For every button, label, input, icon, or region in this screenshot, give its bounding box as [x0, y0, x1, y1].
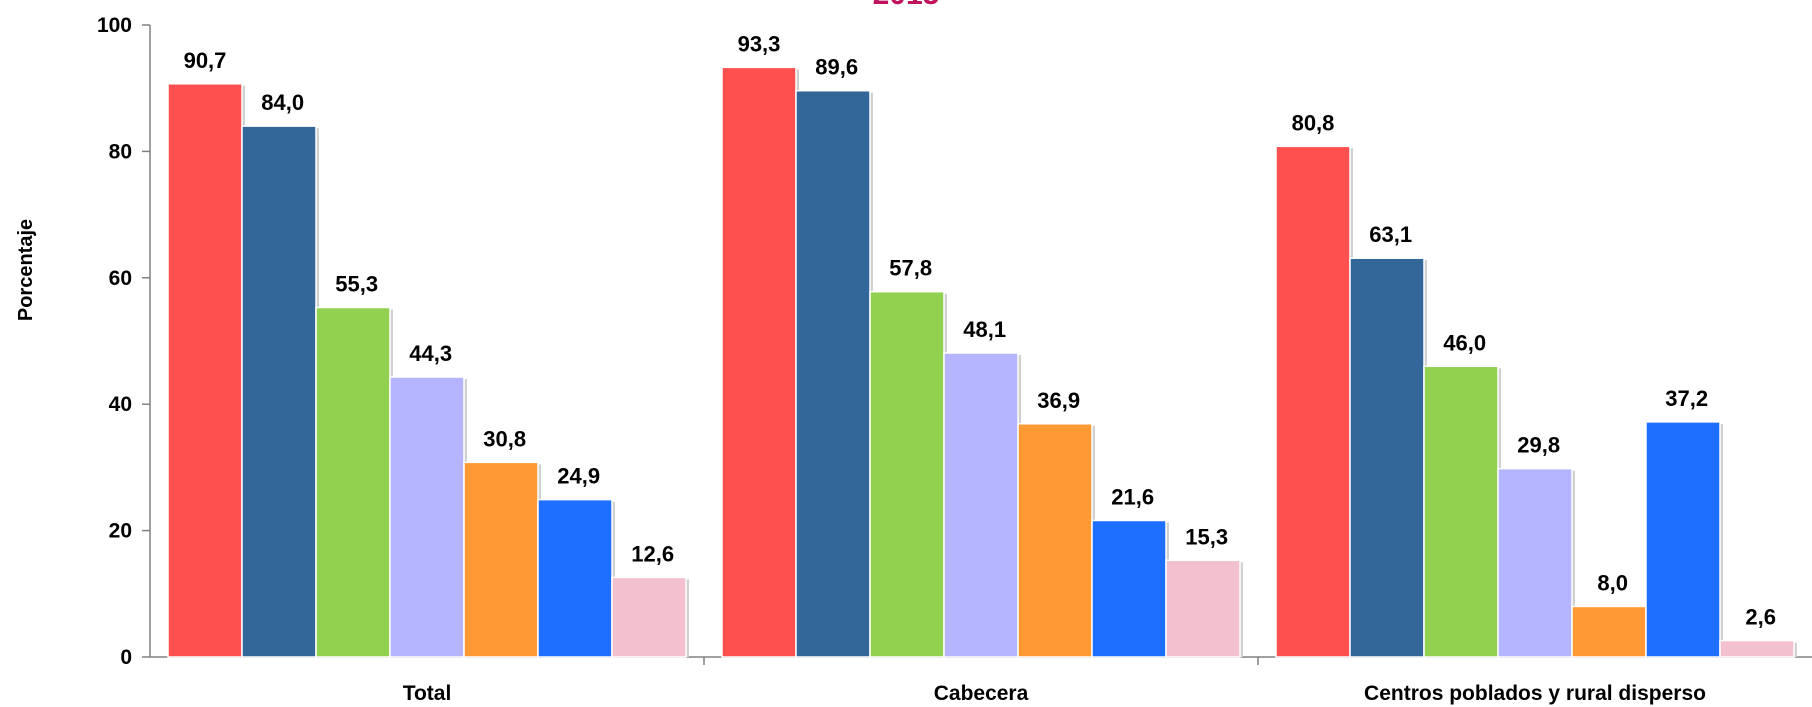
bar-value-label: 93,3 — [738, 31, 781, 56]
bar-value-label: 84,0 — [261, 90, 304, 115]
bar-value-label: 8,0 — [1597, 570, 1628, 595]
bar — [795, 89, 871, 658]
bar — [315, 306, 391, 658]
bar-value-label: 63,1 — [1369, 222, 1412, 247]
bar-value-label: 29,8 — [1517, 433, 1560, 458]
bar — [943, 352, 1019, 658]
bar-value-label: 37,2 — [1665, 386, 1708, 411]
y-tick-label: 60 — [109, 267, 132, 290]
bar-value-label: 36,9 — [1037, 388, 1080, 413]
bar-value-label: 57,8 — [889, 256, 932, 281]
bar — [1165, 559, 1241, 658]
bar — [537, 498, 613, 658]
bar — [167, 83, 243, 658]
bar — [1497, 467, 1573, 658]
data-labels: 90,7 84,0 55,3 44,3 30,8 24,9 12,6 93,3 89,6 57,8… — [184, 31, 1776, 629]
x-axis: Total Cabecera Centros poblados y rural di… — [150, 656, 1812, 705]
x-category-label: Total — [403, 682, 452, 705]
chart-title: 2015 — [0, 0, 1812, 12]
y-tick-label: 40 — [109, 393, 132, 416]
bar — [241, 125, 317, 658]
bar — [1423, 365, 1499, 658]
bar — [1091, 519, 1167, 658]
x-category-label: Cabecera — [934, 682, 1029, 705]
x-category-label: Centros poblados y rural disperso — [1364, 682, 1706, 705]
y-tick-label: 100 — [97, 14, 132, 37]
bar — [463, 461, 539, 658]
bar-value-label: 24,9 — [557, 464, 600, 489]
bar-value-label: 46,0 — [1443, 330, 1486, 355]
bars — [167, 66, 1797, 658]
bar-value-label: 12,6 — [631, 541, 674, 566]
bar-value-label: 15,3 — [1185, 524, 1228, 549]
bar-value-label: 30,8 — [483, 426, 526, 451]
y-axis-label: Porcentaje — [15, 219, 37, 321]
bar-value-label: 90,7 — [184, 48, 227, 73]
y-tick-label: 80 — [109, 140, 132, 163]
bar — [1349, 257, 1425, 658]
bar-value-label: 48,1 — [963, 317, 1006, 342]
bar-value-label: 89,6 — [815, 55, 858, 80]
bar-value-label: 2,6 — [1745, 605, 1776, 630]
y-axis: 0 20 40 60 80 100 — [97, 14, 151, 669]
bar — [1571, 605, 1647, 658]
bar — [1017, 423, 1093, 658]
bar-value-label: 55,3 — [335, 272, 378, 297]
bar — [1719, 639, 1795, 658]
bar-value-label: 44,3 — [409, 341, 452, 366]
bar-value-label: 80,8 — [1292, 110, 1335, 135]
bar — [389, 376, 465, 658]
bar-value-label: 21,6 — [1111, 484, 1154, 509]
bar — [611, 576, 687, 658]
bar — [1275, 145, 1351, 658]
bar — [721, 66, 797, 658]
bar — [1645, 421, 1721, 658]
y-tick-label: 0 — [120, 646, 132, 669]
y-tick-label: 20 — [109, 520, 132, 543]
bar — [869, 290, 945, 658]
